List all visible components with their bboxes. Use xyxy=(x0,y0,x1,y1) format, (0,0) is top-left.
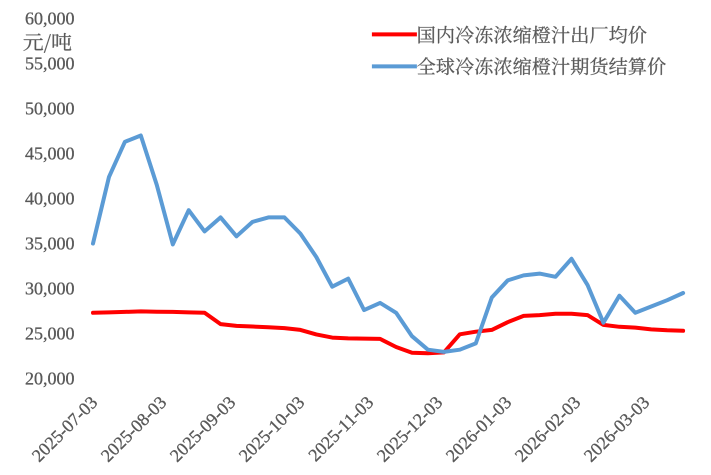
svg-text:40,000: 40,000 xyxy=(25,189,75,209)
svg-text:60,000: 60,000 xyxy=(25,9,75,29)
svg-text:45,000: 45,000 xyxy=(25,144,75,164)
svg-text:20,000: 20,000 xyxy=(25,369,75,389)
svg-text:25,000: 25,000 xyxy=(25,324,75,344)
svg-text:30,000: 30,000 xyxy=(25,279,75,299)
svg-text:50,000: 50,000 xyxy=(25,99,75,119)
svg-text:55,000: 55,000 xyxy=(25,54,75,74)
svg-text:35,000: 35,000 xyxy=(25,234,75,254)
